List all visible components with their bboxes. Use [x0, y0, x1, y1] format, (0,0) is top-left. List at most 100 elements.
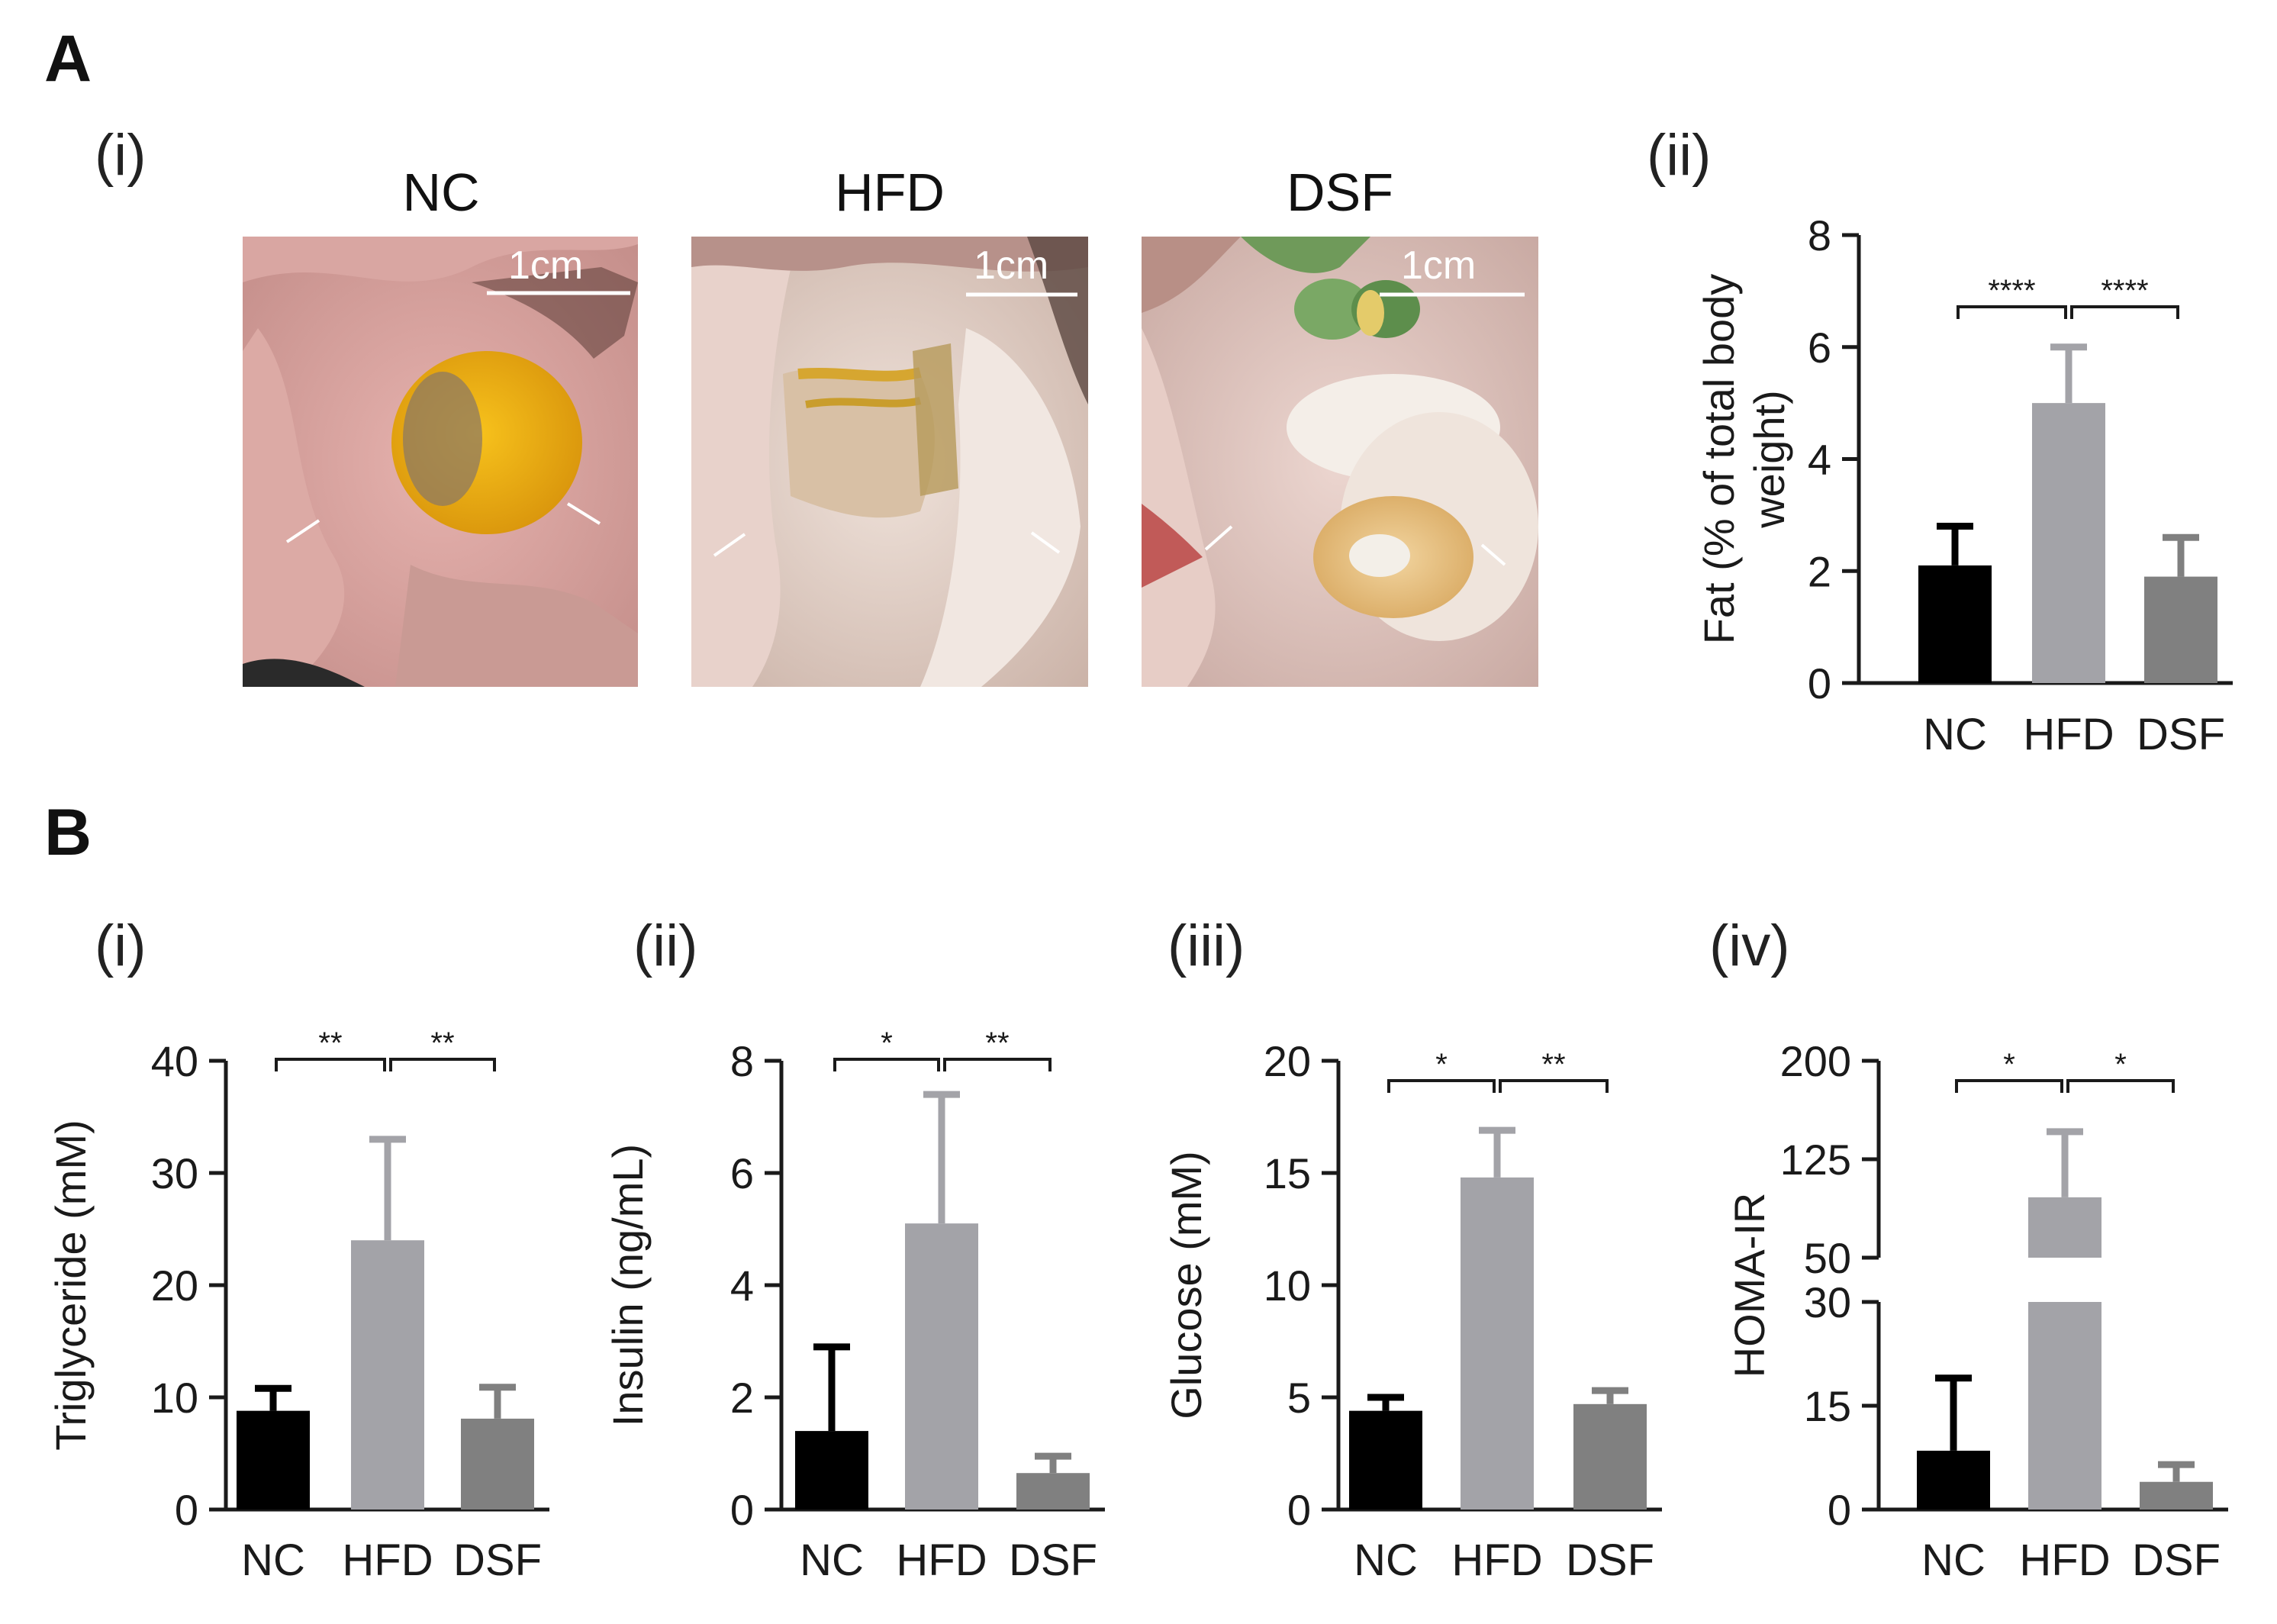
- x-tick-label: HFD: [1451, 1535, 1542, 1585]
- panel-b-sublabel-iii: (iii): [1167, 914, 1245, 978]
- y-tick-label: 2: [730, 1374, 754, 1422]
- y-tick-label: 50: [1804, 1234, 1851, 1282]
- bar-dsf: [2144, 576, 2217, 683]
- bar-dsf: [1573, 1403, 1647, 1510]
- y-axis-label: Insulin (ng/mL): [604, 1144, 652, 1426]
- panel-a-photos-sublabel: (i): [95, 123, 147, 188]
- x-tick-label: NC: [800, 1535, 864, 1585]
- photo-title-hfd: HFD: [835, 163, 945, 222]
- y-axis-label: Fat (% of total bodyweight): [1695, 274, 1793, 645]
- bar-hfd: [351, 1240, 424, 1510]
- significance-label: **: [430, 1026, 454, 1060]
- photo-nc: 1cm: [243, 237, 638, 687]
- x-tick-label: HFD: [2023, 710, 2114, 759]
- scale-bar-label-nc: 1cm: [508, 243, 584, 288]
- bar-nc: [1917, 1450, 1990, 1510]
- y-axis-label: Glucose (mM): [1162, 1151, 1210, 1419]
- y-tick-label: 20: [151, 1262, 198, 1310]
- bar-hfd: [905, 1223, 978, 1510]
- bar-dsf: [461, 1418, 534, 1510]
- significance-bracket: [833, 1058, 940, 1071]
- x-tick-label: DSF: [1566, 1535, 1654, 1585]
- significance-bracket: [943, 1058, 1052, 1071]
- photo-dsf: 1cm: [1142, 237, 1538, 687]
- y-tick-label: 6: [730, 1149, 754, 1197]
- y-tick-label: 40: [151, 1037, 198, 1085]
- x-tick-label: NC: [241, 1535, 305, 1585]
- y-tick-label: 5: [1287, 1374, 1311, 1422]
- significance-label: ****: [2101, 274, 2148, 308]
- significance-label: *: [1435, 1048, 1448, 1081]
- significance-bracket: [1499, 1079, 1609, 1093]
- significance-label: *: [881, 1026, 893, 1060]
- y-tick-label: 2: [1808, 547, 1831, 595]
- scale-bar-label-dsf: 1cm: [1401, 243, 1477, 288]
- y-tick-label: 8: [730, 1037, 754, 1085]
- panel-b-sublabel-i: (i): [95, 914, 147, 978]
- chart-a-ii: 0 2 4 6 8 NC HFD DSF **** **** Fat (% of total bod…: [1695, 211, 2233, 759]
- y-tick-label: 4: [1808, 436, 1831, 484]
- y-tick-label: 10: [1264, 1262, 1311, 1310]
- bar-hfd: [1461, 1177, 1534, 1510]
- panel-label-a: A: [44, 22, 92, 95]
- y-tick-label: 15: [1264, 1149, 1311, 1197]
- y-tick-label: 0: [1287, 1486, 1311, 1534]
- panel-a-chart-sublabel: (ii): [1647, 123, 1712, 188]
- x-tick-label: HFD: [342, 1535, 433, 1585]
- significance-bracket: [389, 1058, 496, 1071]
- y-tick-label: 0: [175, 1486, 198, 1534]
- significance-bracket: [1955, 1079, 2063, 1093]
- x-tick-label: DSF: [2132, 1535, 2221, 1585]
- panel-b-sublabel-ii: (ii): [633, 914, 698, 978]
- bar-nc: [237, 1410, 310, 1510]
- bar-dsf: [1016, 1473, 1090, 1510]
- y-axis-label: HOMA-IR: [1725, 1193, 1773, 1378]
- panel-label-b: B: [44, 796, 92, 869]
- significance-bracket: [2070, 305, 2179, 319]
- bar-nc: [1349, 1410, 1422, 1510]
- significance-label: *: [2114, 1048, 2127, 1081]
- bar-hfd: [2032, 403, 2105, 683]
- y-tick-label: 8: [1808, 211, 1831, 259]
- significance-label: ****: [1988, 274, 2035, 308]
- photo-hfd: 1cm: [691, 237, 1088, 687]
- photo-title-dsf: DSF: [1287, 163, 1393, 222]
- bar-hfd-lower: [2028, 1302, 2101, 1510]
- y-tick-label: 200: [1780, 1037, 1851, 1085]
- bar-nc: [795, 1431, 868, 1510]
- y-tick-label: 6: [1808, 324, 1831, 372]
- x-tick-label: NC: [1923, 710, 1987, 759]
- bar-dsf: [2140, 1481, 2213, 1510]
- significance-bracket: [2066, 1079, 2175, 1093]
- y-tick-label: 0: [1808, 659, 1831, 707]
- significance-label: *: [2003, 1048, 2015, 1081]
- photo-title-nc: NC: [402, 163, 480, 222]
- y-tick-label: 4: [730, 1262, 754, 1310]
- bar-hfd-upper: [2028, 1197, 2101, 1258]
- y-tick-label: 0: [1828, 1486, 1851, 1534]
- bar-nc: [1918, 565, 1992, 683]
- y-tick-label: 10: [151, 1374, 198, 1422]
- scale-bar-label-hfd: 1cm: [974, 243, 1049, 288]
- x-tick-label: DSF: [453, 1535, 542, 1585]
- chart-b-i: 0 10 20 30 40 NC HFD DSF ** ** Triglyceride (mM): [47, 1026, 549, 1585]
- y-tick-label: 30: [151, 1149, 198, 1197]
- x-tick-label: NC: [1354, 1535, 1418, 1585]
- y-axis-label: Triglyceride (mM): [47, 1120, 95, 1450]
- x-tick-label: HFD: [2019, 1535, 2110, 1585]
- significance-label: **: [985, 1026, 1009, 1060]
- significance-bracket: [1957, 305, 2067, 319]
- x-tick-label: DSF: [2137, 710, 2225, 759]
- x-tick-label: NC: [1921, 1535, 1986, 1585]
- significance-bracket: [1387, 1079, 1496, 1093]
- significance-bracket: [275, 1058, 386, 1071]
- y-tick-label: 20: [1264, 1037, 1311, 1085]
- y-tick-label: 0: [730, 1486, 754, 1534]
- panel-b-sublabel-iv: (iv): [1709, 914, 1790, 978]
- y-tick-label: 15: [1804, 1382, 1851, 1430]
- x-tick-label: DSF: [1009, 1535, 1097, 1585]
